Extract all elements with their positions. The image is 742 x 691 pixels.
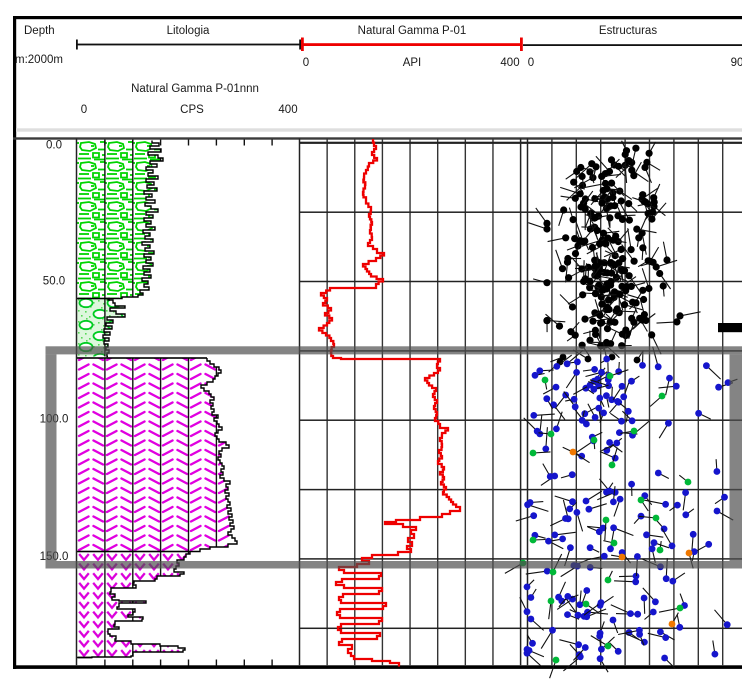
svg-text:90: 90 bbox=[731, 57, 742, 69]
svg-text:0: 0 bbox=[528, 57, 534, 69]
svg-text:0.0: 0.0 bbox=[46, 140, 62, 152]
svg-text:0: 0 bbox=[81, 104, 87, 116]
svg-text:400: 400 bbox=[500, 57, 519, 69]
svg-text:0: 0 bbox=[303, 57, 309, 69]
svg-text:50.0: 50.0 bbox=[43, 276, 65, 288]
svg-text:Estructuras: Estructuras bbox=[599, 25, 657, 37]
svg-text:Litologia: Litologia bbox=[167, 25, 210, 37]
svg-text:Natural Gamma P-01: Natural Gamma P-01 bbox=[358, 25, 467, 37]
svg-text:400: 400 bbox=[278, 104, 297, 116]
svg-text:CPS: CPS bbox=[180, 104, 204, 116]
svg-text:Depth: Depth bbox=[24, 25, 55, 37]
svg-text:API: API bbox=[403, 57, 422, 69]
svg-text:m:2000m: m:2000m bbox=[15, 54, 63, 66]
svg-text:Natural Gamma P-01nnn: Natural Gamma P-01nnn bbox=[131, 83, 259, 95]
